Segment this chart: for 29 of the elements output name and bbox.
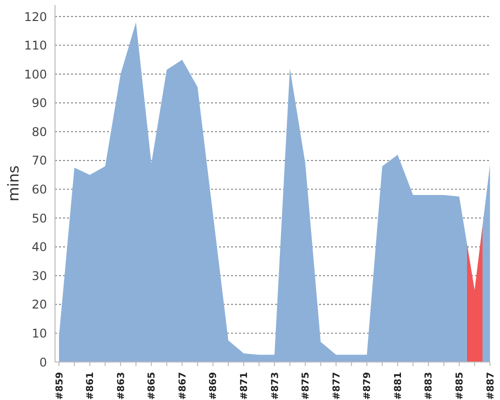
y-tick-label: 20	[32, 298, 47, 312]
y-tick-label: 10	[32, 326, 47, 340]
x-tick-label: #881	[392, 372, 404, 400]
x-tick-label: #875	[300, 372, 312, 400]
x-tick-label: #879	[362, 372, 374, 400]
y-tick-label: 120	[24, 10, 47, 24]
y-tick-label: 0	[39, 355, 47, 370]
x-tick-label: #867	[177, 372, 188, 400]
y-tick-label: 30	[32, 268, 47, 283]
x-tick-label: #861	[85, 372, 96, 400]
x-tick-label: #863	[116, 372, 127, 400]
y-tick-label: 110	[24, 38, 47, 53]
y-tick-label: 80	[32, 124, 47, 139]
x-tick-label: #887	[485, 372, 496, 400]
x-tick-label: #859	[54, 372, 66, 400]
x-tick-label: #873	[270, 372, 281, 400]
x-tick-label: #877	[331, 372, 342, 400]
x-tick-label: #885	[454, 372, 466, 400]
x-tick-label: #869	[208, 372, 220, 400]
y-tick-label: 40	[32, 240, 47, 254]
y-tick-label: 100	[24, 67, 47, 82]
y-tick-label: 50	[32, 211, 47, 226]
y-tick-label: 90	[32, 96, 47, 110]
x-tick-label: #865	[146, 372, 158, 400]
y-tick-label: 60	[32, 182, 47, 197]
x-tick-label: #883	[424, 372, 435, 400]
y-tick-label: 70	[32, 154, 47, 168]
x-tick-label: #871	[239, 372, 250, 400]
y-axis-title: mins	[4, 165, 22, 202]
